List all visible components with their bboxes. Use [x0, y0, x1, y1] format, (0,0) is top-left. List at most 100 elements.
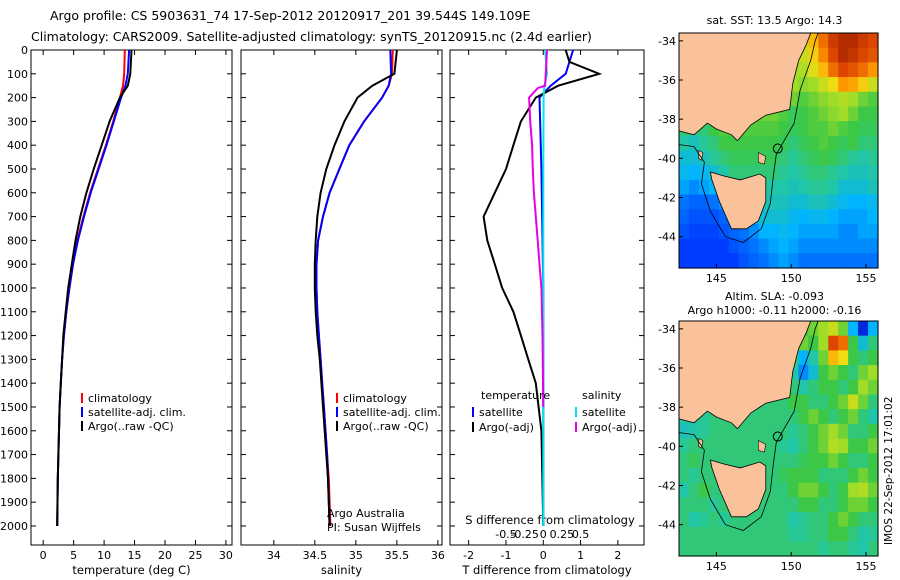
sst-map-cell: [758, 209, 770, 225]
sla-map-cell: [838, 526, 849, 542]
temperature-ytick-label: 1400: [0, 377, 28, 390]
sla-map-cell: [828, 541, 839, 557]
difference-sal-tick-label: 0.25: [550, 528, 575, 541]
sst-map-cell: [808, 47, 819, 63]
sla-map-cell: [838, 394, 849, 410]
sla-map-cell: [778, 467, 790, 484]
sst-map-cell: [788, 209, 799, 225]
sla-map-cell: [858, 497, 869, 513]
salinity-xtick-label: 35.5: [385, 549, 410, 562]
sla-map-cell: [679, 453, 690, 469]
sst-map-cell: [768, 135, 780, 152]
sst-map-cell: [838, 33, 849, 49]
sla-map-cell: [788, 526, 799, 542]
sla-map-cell: [858, 321, 869, 337]
sst-map-cell: [848, 165, 859, 181]
sla-map-cell: [808, 394, 819, 410]
sla-map-cell: [858, 511, 869, 528]
sla-map-cell: [688, 511, 700, 528]
sst-map-xtick-label: 145: [706, 272, 727, 285]
temperature-ytick-label: 1000: [0, 282, 28, 295]
sla-map-cell: [688, 526, 700, 542]
sst-map-cell: [808, 150, 819, 166]
sla-map-ytick-label: -42: [658, 480, 676, 493]
sla-map-cell: [698, 511, 710, 528]
sla-map-cell: [718, 497, 730, 513]
temperature-ytick-label: 900: [7, 258, 28, 271]
sst-map-cell: [808, 33, 819, 49]
sla-map-cell: [818, 438, 829, 454]
sla-map-cell: [788, 379, 799, 396]
sla-map-cell: [808, 453, 819, 469]
sst-map-cell: [808, 194, 819, 210]
sst-map-cell: [848, 150, 859, 166]
sla-map-cell: [868, 350, 879, 366]
salinity-xtick-label: 35: [349, 549, 363, 562]
sst-map-cell: [778, 135, 790, 152]
temperature-ytick-label: 1300: [0, 353, 28, 366]
sst-map-cell: [798, 47, 809, 63]
temperature-ytick-label: 400: [7, 139, 28, 152]
sst-map-cell: [818, 223, 829, 240]
sst-map-mainland-land: [678, 32, 812, 142]
sla-map-cell: [818, 365, 829, 381]
temperature-ytick-label: 1900: [0, 496, 28, 509]
temperature-ytick-label: 500: [7, 163, 28, 176]
sla-map-cell: [698, 482, 710, 498]
sla-map-cell: [698, 497, 710, 513]
sla-map-cell: [868, 453, 879, 469]
sst-map-cell: [688, 238, 700, 254]
sst-map-cell: [698, 150, 710, 166]
sst-map-cell: [808, 62, 819, 78]
sst-map-cell: [679, 179, 690, 196]
sla-map-cell: [808, 409, 819, 425]
sst-map-cell: [848, 253, 859, 269]
sla-map-cell: [768, 497, 780, 513]
sla-map-cell: [838, 409, 849, 425]
sla-map-cell: [818, 541, 829, 557]
sst-map-cell: [828, 33, 839, 49]
sla-map-cell: [738, 423, 750, 440]
sst-map-cell: [808, 238, 819, 254]
sla-map-cell: [758, 423, 770, 440]
sst-map-cell: [738, 135, 750, 152]
header-line-2: Climatology: CARS2009. Satellite-adjuste…: [31, 29, 592, 44]
sla-map-cell: [828, 467, 839, 484]
sla-map-cell: [728, 511, 740, 528]
sst-map-cell: [808, 179, 819, 196]
sla-map-cell: [679, 438, 690, 454]
sla-map-cell: [748, 423, 760, 440]
difference-xtick-label: 0: [540, 549, 547, 562]
sla-map-cell: [798, 335, 809, 351]
sst-map-cell: [848, 194, 859, 210]
sla-map-cell: [798, 453, 809, 469]
sst-map-cell: [858, 91, 869, 108]
sla-map-cell: [798, 467, 809, 484]
sla-map-cell: [788, 511, 799, 528]
sst-map-title: sat. SST: 13.5 Argo: 14.3: [707, 14, 843, 27]
sst-map-cell: [698, 253, 710, 269]
sla-map-cell: [679, 467, 690, 484]
difference-xtick-label: 1: [577, 549, 584, 562]
sla-map-cell: [768, 394, 780, 410]
temperature-ytick-label: 600: [7, 187, 28, 200]
sst-map-cell: [818, 194, 829, 210]
sst-map-cell: [788, 253, 799, 269]
sst-map-cell: [868, 62, 879, 78]
sla-map-cell: [718, 541, 730, 557]
sla-map-cell: [868, 409, 879, 425]
sla-map-cell: [808, 350, 819, 366]
sla-map-cell: [848, 482, 859, 498]
sst-map-cell: [738, 253, 750, 269]
sla-map-cell: [808, 438, 819, 454]
sst-map-cell: [758, 135, 770, 152]
sst-map-cell: [808, 77, 819, 93]
sst-map-cell: [798, 194, 809, 210]
sst-map-cell: [708, 253, 720, 269]
sla-map-cell: [868, 467, 879, 484]
sla-map-cell: [768, 526, 780, 542]
sst-map-cell: [868, 165, 879, 181]
sla-map-cell: [698, 409, 710, 425]
sla-map-cell: [868, 394, 879, 410]
